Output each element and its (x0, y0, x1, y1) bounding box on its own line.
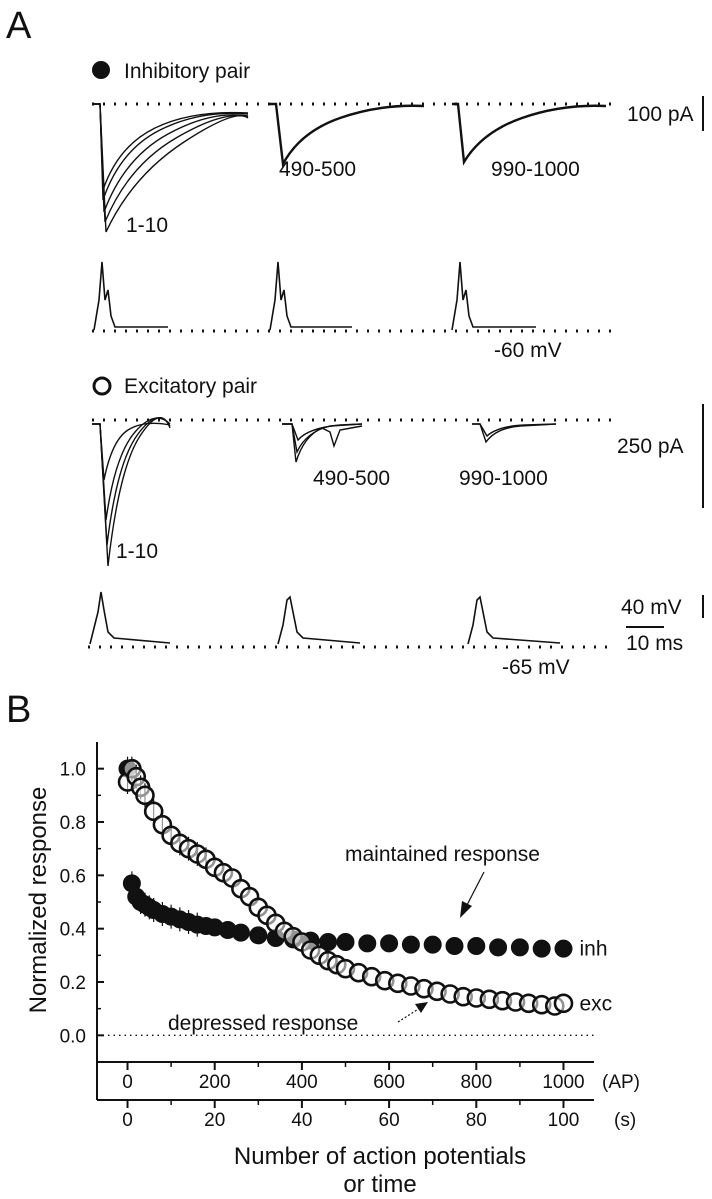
y-axis-ticks: 0.0 0.2 0.4 0.6 0.8 1.0 (60, 760, 104, 1063)
x-tick-label-time: 0 (122, 1110, 133, 1131)
data-point-inh (380, 934, 399, 953)
x-tick-label-time: 60 (379, 1110, 400, 1131)
x-tick-label-time: 40 (291, 1110, 312, 1131)
data-point-inh (554, 939, 573, 958)
data-point-inh (510, 938, 529, 957)
excitatory-voltage-label: -65 mV (502, 656, 570, 679)
excitatory-current-traces-1-10 (92, 417, 171, 567)
x-axis-ticks: 0 200 400 600 800 1000 0 20 40 60 80 100 (122, 1062, 585, 1131)
x-tick-label-ap: 0 (122, 1072, 133, 1093)
data-point-inh (358, 934, 377, 953)
maintained-response-arrow (465, 871, 485, 908)
time-scale-label: 10 ms (626, 632, 683, 655)
x-tick-label-ap: 1000 (542, 1072, 584, 1093)
panel-a-letter: A (6, 5, 32, 47)
excitatory-current-traces-990-1000 (472, 423, 557, 444)
data-point-inh (401, 935, 420, 954)
x-axis-unit-ap: (AP) (602, 1072, 640, 1093)
excitatory-current-traces-490-500 (282, 423, 363, 463)
data-point-inh (489, 938, 508, 957)
x-tick-label-time: 80 (466, 1110, 487, 1131)
inhibitory-voltage-traces (93, 261, 536, 331)
y-tick-label: 0.6 (60, 866, 86, 887)
x-tick-label-time: 100 (548, 1110, 580, 1131)
depressed-response-arrowhead (415, 1002, 428, 1013)
excitatory-voltage-traces (89, 591, 561, 645)
excitatory-legend-label: Excitatory pair (124, 375, 257, 398)
depressed-response-annotation: depressed response (168, 1012, 358, 1035)
data-point-inh (467, 937, 486, 955)
excitatory-label-990-1000: 990-1000 (459, 467, 548, 490)
data-point-inh (249, 926, 268, 945)
excitatory-label-1-10: 1-10 (116, 540, 158, 563)
y-tick-label: 0.2 (60, 973, 86, 994)
x-tick-label-time: 20 (204, 1110, 225, 1131)
inhibitory-current-scale-label: 100 pA (627, 103, 694, 126)
maintained-response-arrowhead (460, 901, 472, 918)
maintained-response-annotation: maintained response (345, 843, 540, 866)
series-label-exc: exc (579, 992, 612, 1015)
x-axis-label-line-2: or time (343, 1171, 416, 1198)
x-tick-label-ap: 200 (199, 1072, 231, 1093)
x-tick-label-ap: 400 (286, 1072, 318, 1093)
panel-b-letter: B (6, 689, 31, 731)
y-tick-label: 1.0 (60, 760, 86, 781)
series-label-inh: inh (579, 938, 607, 961)
normalized-response-chart: 0.0 0.2 0.4 0.6 0.8 1.0 0 200 400 600 800 1000 0 20 4… (25, 742, 640, 1198)
excitatory-legend-marker (92, 376, 112, 396)
y-tick-label: 0.0 (60, 1026, 86, 1047)
inhibitory-legend-label: Inhibitory pair (124, 60, 250, 83)
data-point-exc (135, 785, 155, 806)
y-tick-label: 0.4 (60, 920, 87, 941)
data-point-inh (423, 935, 442, 954)
inhibitory-label-1-10: 1-10 (126, 214, 168, 237)
x-axis-label-line-1: Number of action potentials (234, 1143, 526, 1170)
data-point-exc (143, 801, 164, 822)
y-axis-label: Normalized response (25, 787, 52, 1014)
inhibitory-label-490-500: 490-500 (279, 158, 356, 181)
y-tick-label: 0.8 (60, 813, 86, 834)
data-point-inh (336, 933, 355, 951)
data-point-inh (231, 923, 250, 942)
depressed-response-arrow (397, 1007, 421, 1023)
inhibitory-current-traces-1-10 (94, 103, 249, 233)
inhibitory-legend-marker (92, 61, 110, 79)
excitatory-voltage-scale-label: 40 mV (621, 596, 682, 619)
inhibitory-current-traces-990-1000 (452, 102, 607, 166)
inhibitory-voltage-label: -60 mV (494, 339, 562, 362)
excitatory-label-490-500: 490-500 (313, 467, 390, 490)
data-series: inh exc (117, 756, 612, 1016)
inhibitory-label-990-1000: 990-1000 (491, 158, 580, 181)
x-tick-label-ap: 800 (460, 1072, 492, 1093)
x-axis-unit-time: (s) (614, 1110, 636, 1131)
inhibitory-current-traces-490-500 (270, 102, 425, 168)
data-point-inh (445, 937, 464, 955)
data-point-inh (532, 939, 551, 958)
series-exc: exc (117, 756, 612, 1016)
excitatory-current-scale-label: 250 pA (617, 435, 684, 458)
data-point-exc (553, 993, 574, 1014)
x-tick-label-ap: 600 (373, 1072, 405, 1093)
